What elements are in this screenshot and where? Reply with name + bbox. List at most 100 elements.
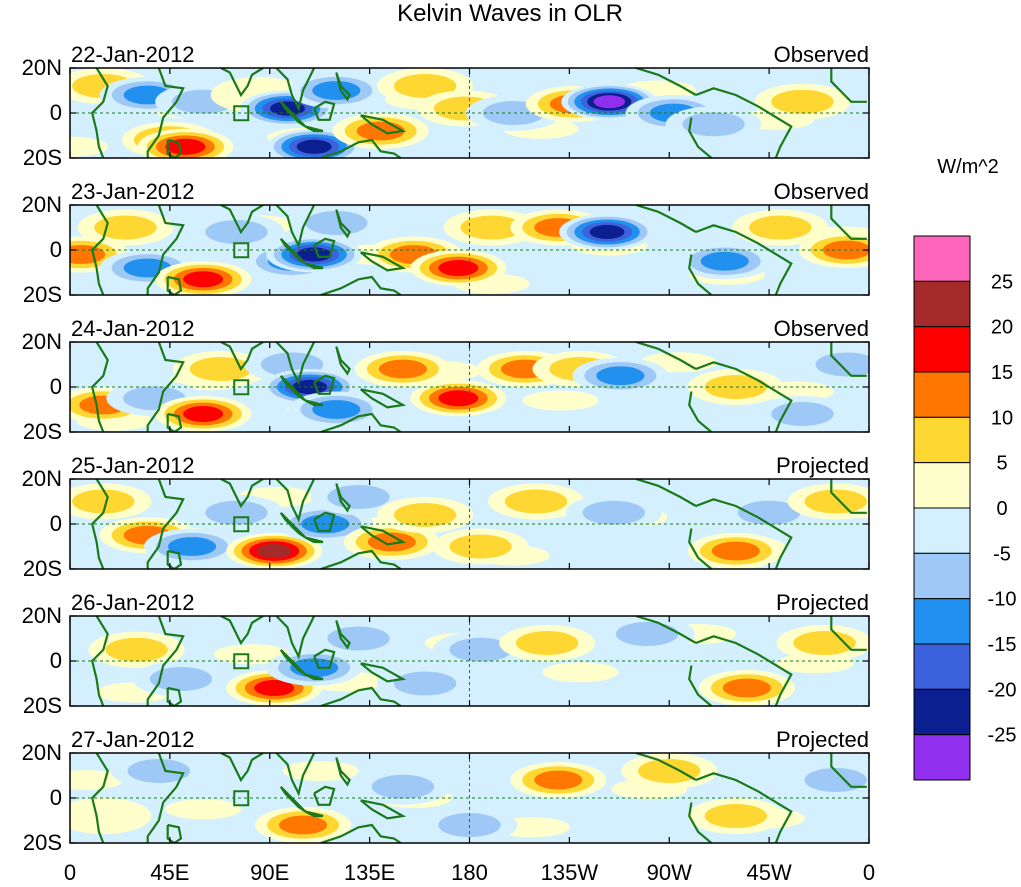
y-tick-label: 20N <box>22 603 62 628</box>
panel-date-label: 27-Jan-2012 <box>71 727 195 752</box>
coastline <box>695 361 793 432</box>
coastline <box>320 549 402 569</box>
anomaly-contour <box>438 390 479 407</box>
anomaly-contour <box>700 251 749 271</box>
x-tick-label: 45W <box>747 860 792 885</box>
x-tick-label: 0 <box>64 860 76 885</box>
coastline <box>320 823 402 843</box>
coastline <box>279 786 307 813</box>
colorbar-swatch <box>913 734 971 781</box>
colorbar-label: 0 <box>996 498 1007 520</box>
coastline <box>830 68 867 103</box>
coastline <box>313 100 336 121</box>
anomaly-contour <box>722 678 771 698</box>
anomaly-contour <box>771 89 834 114</box>
colorbar-swatch <box>913 280 971 328</box>
x-axis: 0 45E 90E 135E 180 135W 90W 45W 0 <box>64 860 875 885</box>
coastline <box>90 753 109 843</box>
panel-type-label: Observed <box>774 42 869 67</box>
y-tick-label: 20N <box>22 55 62 80</box>
coastline <box>304 399 324 407</box>
x-tick-label: 135W <box>541 860 599 885</box>
y-tick-label: 0 <box>50 100 62 125</box>
weak-anomaly <box>213 644 290 665</box>
coastline <box>335 72 351 102</box>
coastline <box>146 68 185 158</box>
coastline <box>320 275 402 295</box>
panel-type-label: Observed <box>774 316 869 341</box>
panel-type-label: Projected <box>776 453 869 478</box>
coastline <box>830 479 867 514</box>
coastline <box>279 375 307 402</box>
coastline <box>279 101 307 128</box>
anomaly-contour <box>438 260 479 276</box>
colorbar-swatch <box>913 235 971 282</box>
anomaly-field <box>70 68 851 158</box>
anomaly-contour <box>749 215 812 240</box>
coastline <box>275 342 316 386</box>
coastline <box>313 237 336 258</box>
coastline <box>335 757 351 787</box>
coastline <box>279 238 307 265</box>
coastline <box>695 772 793 843</box>
coastline <box>90 342 109 432</box>
colorbar-label: -5 <box>993 543 1011 565</box>
x-tick-label: 0 <box>863 860 875 885</box>
anomaly-contour <box>711 541 760 561</box>
coastline <box>635 205 697 233</box>
coastline <box>635 479 697 507</box>
coastline <box>146 616 185 706</box>
anomaly-contour <box>205 500 268 525</box>
weak-anomaly <box>70 770 124 790</box>
panel-4: 20N 0 20S 25-Jan-2012 Projected <box>22 453 870 581</box>
coastline <box>304 262 324 270</box>
colorbar-swatch <box>913 416 971 464</box>
anomaly-contour <box>312 81 361 100</box>
anomaly-contour <box>615 622 679 646</box>
anomaly-contour <box>449 637 512 662</box>
coastline <box>335 620 351 650</box>
coastline <box>275 753 316 797</box>
anomaly-contour <box>378 359 427 379</box>
anomaly-field <box>70 479 869 569</box>
y-tick-label: 20N <box>22 740 62 765</box>
anomaly-contour <box>638 759 701 783</box>
panel-1: 20N 0 20S 22-Jan-2012 Observed <box>22 42 870 170</box>
colorbar-label: 15 <box>991 362 1013 384</box>
coastline <box>688 391 713 432</box>
coastline <box>146 753 185 843</box>
anomaly-contour <box>149 667 213 691</box>
coastline <box>635 616 697 644</box>
y-tick-label: 20S <box>23 145 62 170</box>
y-tick-label: 20S <box>23 830 62 855</box>
anomaly-contour <box>279 815 328 835</box>
coastline <box>304 536 324 544</box>
coastline <box>90 205 109 295</box>
anomaly-contour <box>312 400 361 419</box>
colorbar-swatch <box>913 462 971 509</box>
anomaly-contour <box>256 543 292 559</box>
anomaly-contour <box>596 366 645 386</box>
anomaly-contour <box>183 271 224 288</box>
colorbar-swatch <box>913 371 971 418</box>
panel-6: 20N 0 20S 27-Jan-2012 Projected <box>22 727 870 855</box>
coastline <box>166 412 183 432</box>
coastline <box>830 616 867 651</box>
coastline <box>688 665 713 706</box>
panel-type-label: Projected <box>776 590 869 615</box>
coastline <box>335 346 351 376</box>
x-tick-label: 180 <box>451 860 488 885</box>
coastline <box>688 528 713 569</box>
anomaly-contour <box>168 537 217 556</box>
anomaly-contour <box>804 489 867 514</box>
colorbar-swatch <box>913 552 971 600</box>
coastline <box>360 388 407 409</box>
anomaly-contour <box>815 352 869 377</box>
anomaly-contour <box>189 357 253 381</box>
colorbar-label: -25 <box>988 725 1017 747</box>
x-tick-label: 90E <box>250 860 289 885</box>
anomaly-contour <box>682 112 745 137</box>
anomaly-contour <box>165 138 206 155</box>
x-tick-label: 135E <box>344 860 395 885</box>
